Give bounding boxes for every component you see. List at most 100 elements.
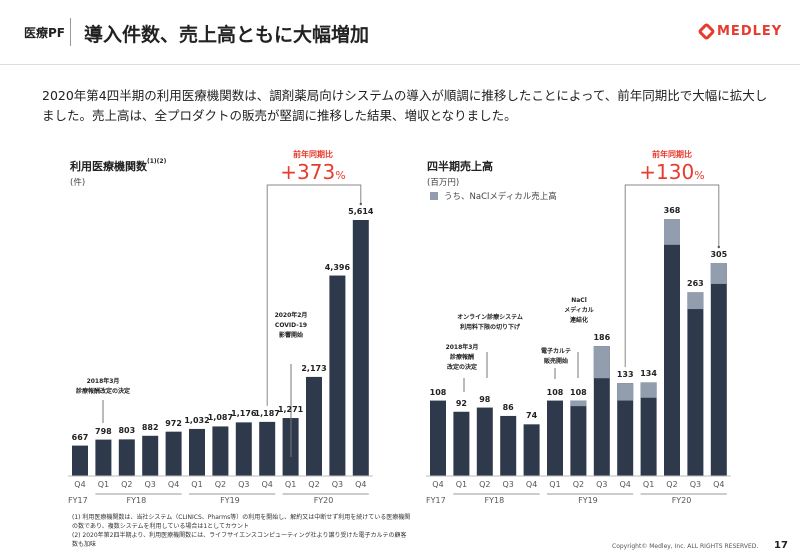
data-label: 134 [640, 369, 657, 379]
data-label: 98 [479, 394, 491, 404]
tick-label: Q3 [502, 480, 514, 489]
data-label: 1,271 [277, 405, 304, 415]
data-label: 1,176 [231, 409, 257, 419]
page-number: 17 [774, 540, 788, 551]
footnote-1: (1) 利用医療機関数は、当社システム（CLINICS、Pharms等）の利用を… [72, 514, 411, 530]
tick-label: Q4 [167, 480, 180, 489]
divider [70, 18, 71, 46]
data-label: 108 [570, 387, 587, 397]
tick-label: Q3 [596, 480, 608, 489]
medley-logo: MEDLEY [697, 22, 783, 41]
tick-label: Q1 [455, 480, 468, 489]
bar [593, 346, 610, 476]
copyright: Copyright© Medley, Inc. ALL RIGHTS RESER… [612, 543, 759, 550]
tick-label: Q4 [261, 480, 273, 489]
bar [95, 439, 112, 476]
tick-label: Q3 [144, 480, 156, 489]
bar [259, 421, 276, 476]
bar [570, 400, 587, 476]
tick-label: Q2 [308, 480, 320, 489]
tick-label: Q4 [525, 480, 538, 489]
section-tag: 医療PF [24, 26, 65, 40]
data-label: 882 [141, 422, 159, 432]
arrow-head [359, 202, 362, 206]
data-label: 1,087 [207, 413, 234, 423]
data-label: 86 [502, 402, 514, 412]
bar [329, 275, 346, 476]
legend-label: うち、NaClメディカル売上高 [444, 192, 557, 202]
fy-label: FY17 [68, 496, 88, 505]
bar [430, 400, 446, 476]
tick-label: Q2 [214, 480, 227, 489]
nacl-segment [640, 382, 657, 398]
data-label: 1,032 [184, 415, 210, 425]
bar [617, 383, 634, 476]
data-label: 108 [429, 387, 447, 397]
tick-label: Q3 [689, 480, 702, 489]
data-label: 108 [546, 387, 564, 397]
nacl-segment [687, 292, 704, 310]
tick-label: Q3 [331, 480, 344, 489]
data-label: 186 [593, 333, 611, 343]
yoy-bracket [266, 184, 362, 406]
data-label: 4,396 [324, 262, 351, 272]
tick-label: Q4 [74, 480, 86, 489]
nacl-segment [593, 346, 610, 379]
tick-label: Q1 [642, 480, 655, 489]
fy-label: FY17 [426, 496, 446, 505]
chart-2-annotation: 2018年3月 診療報酬 改定の決定 [445, 344, 479, 371]
chart-2-annotation: 電子カルテ 販売開始 [540, 348, 571, 365]
bar [235, 422, 252, 476]
chart-1-unit: (件) [70, 178, 86, 188]
data-label: 5,614 [348, 207, 374, 216]
bar [547, 400, 563, 476]
page-title: 導入件数、売上高ともに大幅増加 [84, 24, 370, 46]
bar [352, 220, 369, 476]
tick-label: Q1 [191, 480, 203, 489]
chart-2-unit: (百万円) [427, 178, 460, 188]
bar [118, 439, 135, 476]
fy-label: FY20 [671, 496, 692, 505]
tick-label: Q1 [549, 480, 561, 489]
bar [212, 426, 229, 476]
bar [72, 445, 88, 476]
arrow-head [717, 245, 720, 249]
chart-1-title: 利用医療機関数(1)(2) [70, 158, 167, 173]
data-label: 368 [663, 206, 681, 215]
bar [165, 431, 182, 476]
chart-2-yoy-value: +130% [639, 160, 705, 184]
bar [189, 428, 205, 476]
fy-label: FY18 [484, 496, 505, 505]
data-label: 74 [526, 411, 538, 421]
data-label: 803 [118, 426, 136, 436]
lead-text: 2020年第4四半期の利用医療機関数は、調剤薬局向けシステムの導入が順調に推移し… [42, 88, 768, 123]
tick-label: Q1 [97, 480, 110, 489]
chart-1-yoy-value: +373% [280, 160, 346, 184]
data-label: 133 [616, 370, 634, 380]
tick-label: Q2 [572, 480, 585, 489]
bar [710, 262, 727, 476]
data-label: 1,187 [254, 408, 280, 418]
bar [142, 435, 159, 476]
fy-label: FY18 [126, 496, 147, 505]
data-label: 92 [455, 398, 467, 408]
bar [476, 407, 493, 476]
data-label: 798 [95, 426, 112, 436]
bar [306, 376, 322, 476]
logo-text: MEDLEY [717, 24, 783, 39]
chart-2-title: 四半期売上高 [427, 160, 493, 173]
bar [640, 382, 657, 476]
fy-label: FY20 [313, 496, 334, 505]
yoy-bracket [624, 184, 720, 368]
tick-label: Q3 [238, 480, 250, 489]
data-label: 667 [71, 432, 89, 442]
data-label: 305 [710, 249, 728, 259]
data-label: 972 [165, 418, 182, 428]
bar [453, 411, 470, 476]
fy-label: FY19 [220, 496, 240, 505]
footnote-2: (2) 2020年第2四半期より、利用医療機関数には、ライフサイエンスコンピュー… [72, 532, 407, 548]
bar [500, 415, 517, 476]
footnotes: (1) 利用医療機関数は、当社システム（CLINICS、Pharms等）の利用を… [72, 513, 412, 549]
nacl-segment [664, 219, 680, 245]
